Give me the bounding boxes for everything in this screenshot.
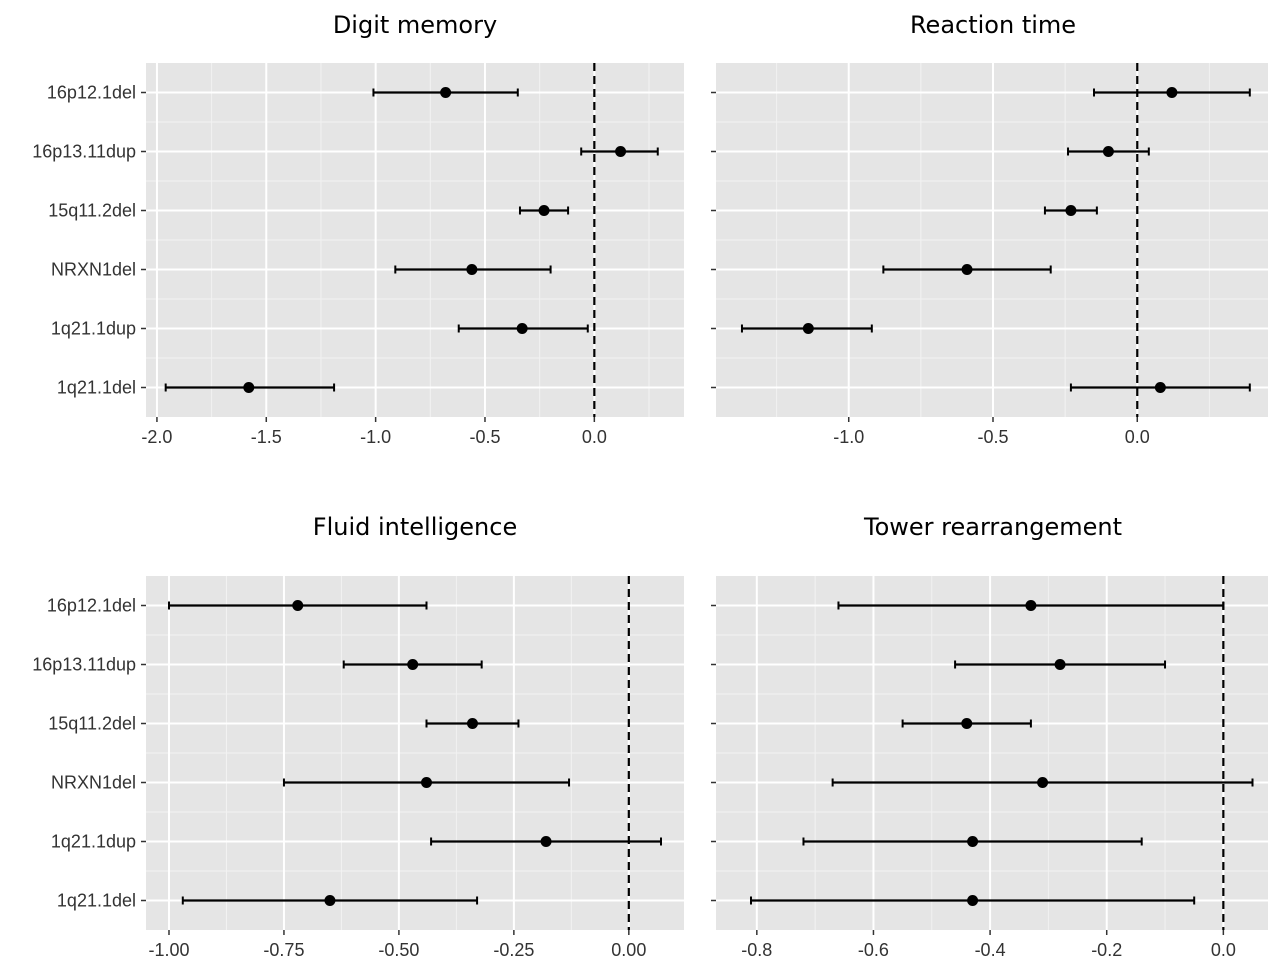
estimate-point xyxy=(440,87,452,98)
estimate-point xyxy=(1166,87,1178,98)
panel-title: Reaction time xyxy=(910,11,1076,39)
estimate-point xyxy=(1025,600,1037,611)
estimate-point xyxy=(243,382,255,393)
y-tick-label: NRXN1del xyxy=(51,260,136,280)
estimate-point xyxy=(802,323,814,334)
x-tick-label: -0.75 xyxy=(263,940,304,960)
chart-panel: -1.0 -0.5 0.0 Reaction time xyxy=(711,11,1268,447)
y-tick-label: 16p12.1del xyxy=(47,596,136,616)
estimate-point xyxy=(516,323,528,334)
x-tick-label: -1.5 xyxy=(251,427,282,447)
y-tick-label: 15q11.2del xyxy=(48,714,136,734)
x-tick-label: -0.8 xyxy=(741,940,772,960)
chart-panel: -0.8 -0.6 -0.4 -0.2 0.0 Tower rearrangement xyxy=(711,513,1268,960)
estimate-point xyxy=(967,836,979,847)
estimate-point xyxy=(961,264,973,275)
estimate-point xyxy=(538,205,550,216)
estimate-point xyxy=(1065,205,1077,216)
estimate-point xyxy=(967,895,979,906)
chart-panel: 16p12.1del 16p13.11dup 15q11.2del NRXN1del 1… xyxy=(32,11,684,447)
y-tick-label: 16p12.1del xyxy=(47,83,136,103)
estimate-point xyxy=(324,895,336,906)
x-tick-label: -0.4 xyxy=(975,940,1006,960)
x-tick-label: -0.25 xyxy=(493,940,534,960)
estimate-point xyxy=(1154,382,1166,393)
y-tick-label: 16p13.11dup xyxy=(32,142,136,162)
x-tick-label: 0.0 xyxy=(582,427,607,447)
estimate-point xyxy=(420,777,432,788)
estimate-point xyxy=(1054,659,1066,670)
x-tick-label: -2.0 xyxy=(141,427,172,447)
x-tick-label: 0.0 xyxy=(1211,940,1236,960)
estimate-point xyxy=(292,600,304,611)
estimate-point xyxy=(540,836,552,847)
estimate-point xyxy=(961,718,973,729)
estimate-point xyxy=(466,264,478,275)
x-tick-label: -1.00 xyxy=(148,940,189,960)
y-tick-label: 16p13.11dup xyxy=(32,655,136,675)
y-tick-label: 1q21.1dup xyxy=(51,319,136,339)
estimate-point xyxy=(615,146,627,157)
y-tick-label: 1q21.1del xyxy=(57,378,136,398)
estimate-point xyxy=(407,659,419,670)
x-tick-label: 0.00 xyxy=(611,940,646,960)
x-tick-label: -0.50 xyxy=(378,940,419,960)
x-tick-label: -0.2 xyxy=(1091,940,1122,960)
panel-title: Fluid intelligence xyxy=(313,513,517,541)
x-tick-label: -1.0 xyxy=(360,427,391,447)
x-tick-label: -0.6 xyxy=(858,940,889,960)
y-tick-label: 1q21.1dup xyxy=(51,832,136,852)
x-tick-label: -0.5 xyxy=(469,427,500,447)
y-tick-label: 15q11.2del xyxy=(48,201,136,221)
panel-title: Tower rearrangement xyxy=(863,513,1122,541)
x-tick-label: 0.0 xyxy=(1125,427,1150,447)
y-tick-label: 1q21.1del xyxy=(57,891,136,911)
estimate-point xyxy=(466,718,478,729)
estimate-point xyxy=(1102,146,1114,157)
x-tick-label: -0.5 xyxy=(977,427,1008,447)
y-tick-label: NRXN1del xyxy=(51,773,136,793)
estimate-point xyxy=(1037,777,1049,788)
panel-title: Digit memory xyxy=(333,11,497,39)
x-tick-label: -1.0 xyxy=(833,427,864,447)
chart-panel: 16p12.1del 16p13.11dup 15q11.2del NRXN1del 1… xyxy=(32,513,684,960)
